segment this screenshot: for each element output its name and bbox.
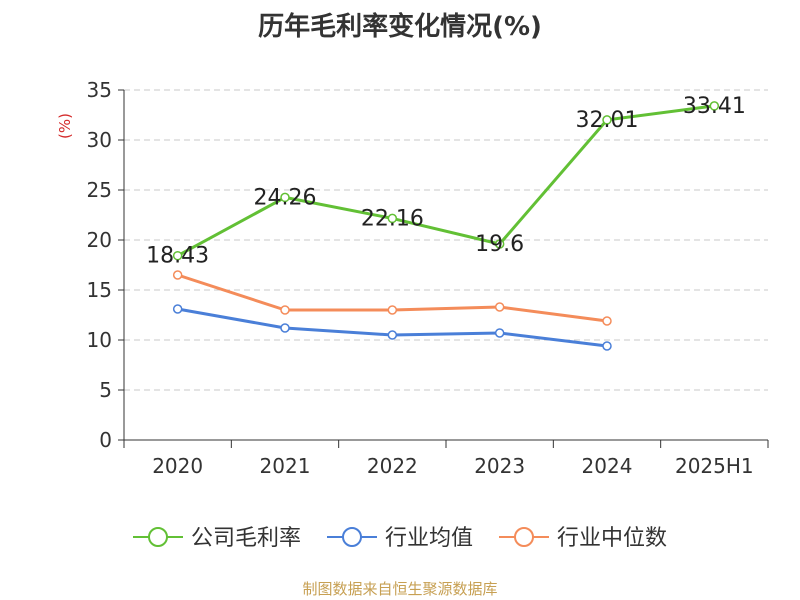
y-tick-label: 20 [87, 228, 112, 252]
data-label: 19.6 [475, 232, 524, 257]
legend-label: 行业均值 [385, 526, 473, 551]
data-point [387, 213, 398, 224]
y-tick-label: 0 [99, 428, 112, 452]
legend-swatch-marker [514, 527, 534, 547]
y-tick-label: 15 [87, 278, 112, 302]
data-point [494, 302, 505, 312]
data-point [387, 330, 398, 340]
data-point [387, 305, 398, 315]
source-note: 制图数据来自恒生聚源数据库 [302, 580, 498, 598]
series-layer [172, 101, 720, 351]
data-label: 24.26 [254, 185, 317, 210]
data-label-layer: 18.43 24.26 22.16 19.6 32.01 33.41 [146, 94, 746, 269]
data-point [602, 341, 612, 351]
data-point [280, 305, 290, 315]
x-tick-label: 2025H1 [675, 454, 754, 478]
data-point [709, 101, 720, 111]
x-tick-label: 2022 [367, 454, 418, 478]
y-tick-label: 30 [87, 128, 112, 152]
legend-label: 行业中位数 [557, 526, 667, 551]
data-point [280, 323, 290, 333]
data-point [172, 304, 183, 314]
legend-item: 行业中位数 [499, 526, 667, 551]
legend-label: 公司毛利率 [191, 526, 301, 551]
series-line-0 [176, 104, 716, 258]
grid-layer [124, 89, 768, 391]
legend-swatch-marker [148, 527, 168, 547]
data-point [172, 250, 183, 261]
data-label: 18.43 [146, 244, 209, 269]
y-axis-label: (%) [56, 113, 74, 139]
axis-layer: 0 5 10 15 20 25 30 35 (%) 2020 2021 2022 2023 2024 202… [56, 78, 769, 478]
data-point [172, 270, 183, 280]
x-tick-label: 2024 [582, 454, 633, 478]
y-tick-label: 10 [87, 328, 112, 352]
x-tick-label: 2021 [260, 454, 311, 478]
data-label: 32.01 [576, 108, 639, 133]
data-point [494, 328, 505, 338]
x-tick-label: 2020 [152, 454, 203, 478]
x-tick-label: 2023 [474, 454, 525, 478]
legend-item: 行业均值 [327, 526, 473, 551]
data-point [602, 316, 612, 326]
legend: 公司毛利率 行业均值 行业中位数 [133, 526, 667, 551]
y-tick-label: 5 [99, 378, 112, 402]
chart-title: 历年毛利率变化情况(%) [258, 12, 542, 42]
data-label: 22.16 [361, 206, 424, 231]
data-point [494, 239, 505, 249]
data-label: 33.41 [683, 94, 746, 119]
y-tick-label: 35 [87, 78, 112, 102]
data-point [602, 115, 612, 125]
legend-item: 公司毛利率 [133, 526, 301, 551]
legend-swatch-marker [342, 527, 362, 547]
data-point [280, 192, 290, 203]
y-tick-label: 25 [87, 178, 112, 202]
